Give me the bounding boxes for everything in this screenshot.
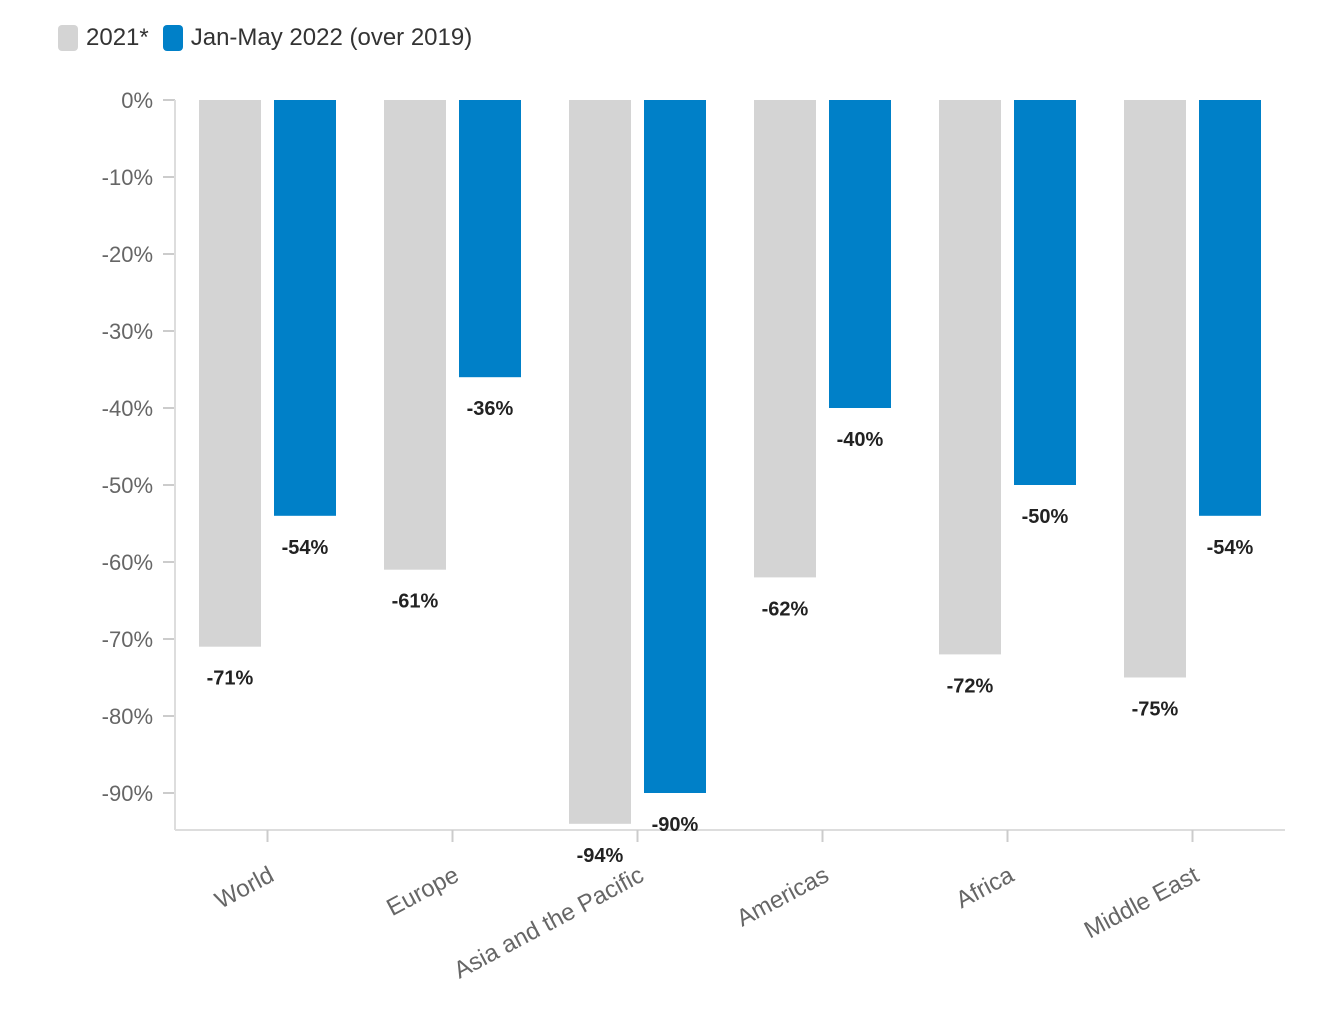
legend-item-2022[interactable]: Jan-May 2022 (over 2019) [162,24,473,52]
bar [274,100,336,516]
bar [569,100,631,824]
y-tick-label: -80% [102,704,153,729]
y-tick-label: -20% [102,242,153,267]
y-tick-label: -30% [102,319,153,344]
data-label: -50% [1022,506,1069,528]
x-tick-label: Middle East [1080,861,1204,944]
x-tick-label: Asia and the Pacific [450,861,649,984]
legend-item-2021[interactable]: 2021* [58,24,149,52]
data-label: -72% [947,675,994,697]
bar [644,100,706,793]
bar [459,100,521,378]
y-tick-label: -60% [102,550,153,575]
legend-label-2021: 2021* [86,24,149,51]
data-label: -61% [392,591,439,613]
y-tick-label: -90% [102,781,153,806]
y-tick-label: 0% [121,88,153,113]
y-tick-label: -10% [102,165,153,190]
data-label: -40% [837,429,884,451]
data-label: -90% [652,814,699,836]
bar [1014,100,1076,485]
data-label: -94% [577,845,624,867]
x-tick-label: Europe [382,861,463,921]
y-tick-label: -70% [102,627,153,652]
data-label: -75% [1132,699,1179,721]
bar [199,100,261,647]
bar [384,100,446,570]
data-label: -36% [467,398,514,420]
y-tick-label: -50% [102,473,153,498]
legend: 2021* Jan-May 2022 (over 2019) [58,24,472,52]
data-label: -62% [762,598,809,620]
x-tick-label: World [211,861,279,914]
y-tick-label: -40% [102,396,153,421]
bar [754,100,816,578]
data-label: -54% [282,537,329,559]
legend-swatch-2021 [58,25,78,51]
legend-label-2022: Jan-May 2022 (over 2019) [190,24,473,51]
x-tick-label: Americas [732,861,833,932]
bar [1199,100,1261,516]
bar [1124,100,1186,678]
data-label: -54% [1207,537,1254,559]
bar [939,100,1001,655]
legend-swatch-2022 [162,25,183,51]
data-label: -71% [207,668,254,690]
x-tick-label: Africa [951,861,1018,914]
bar [829,100,891,408]
